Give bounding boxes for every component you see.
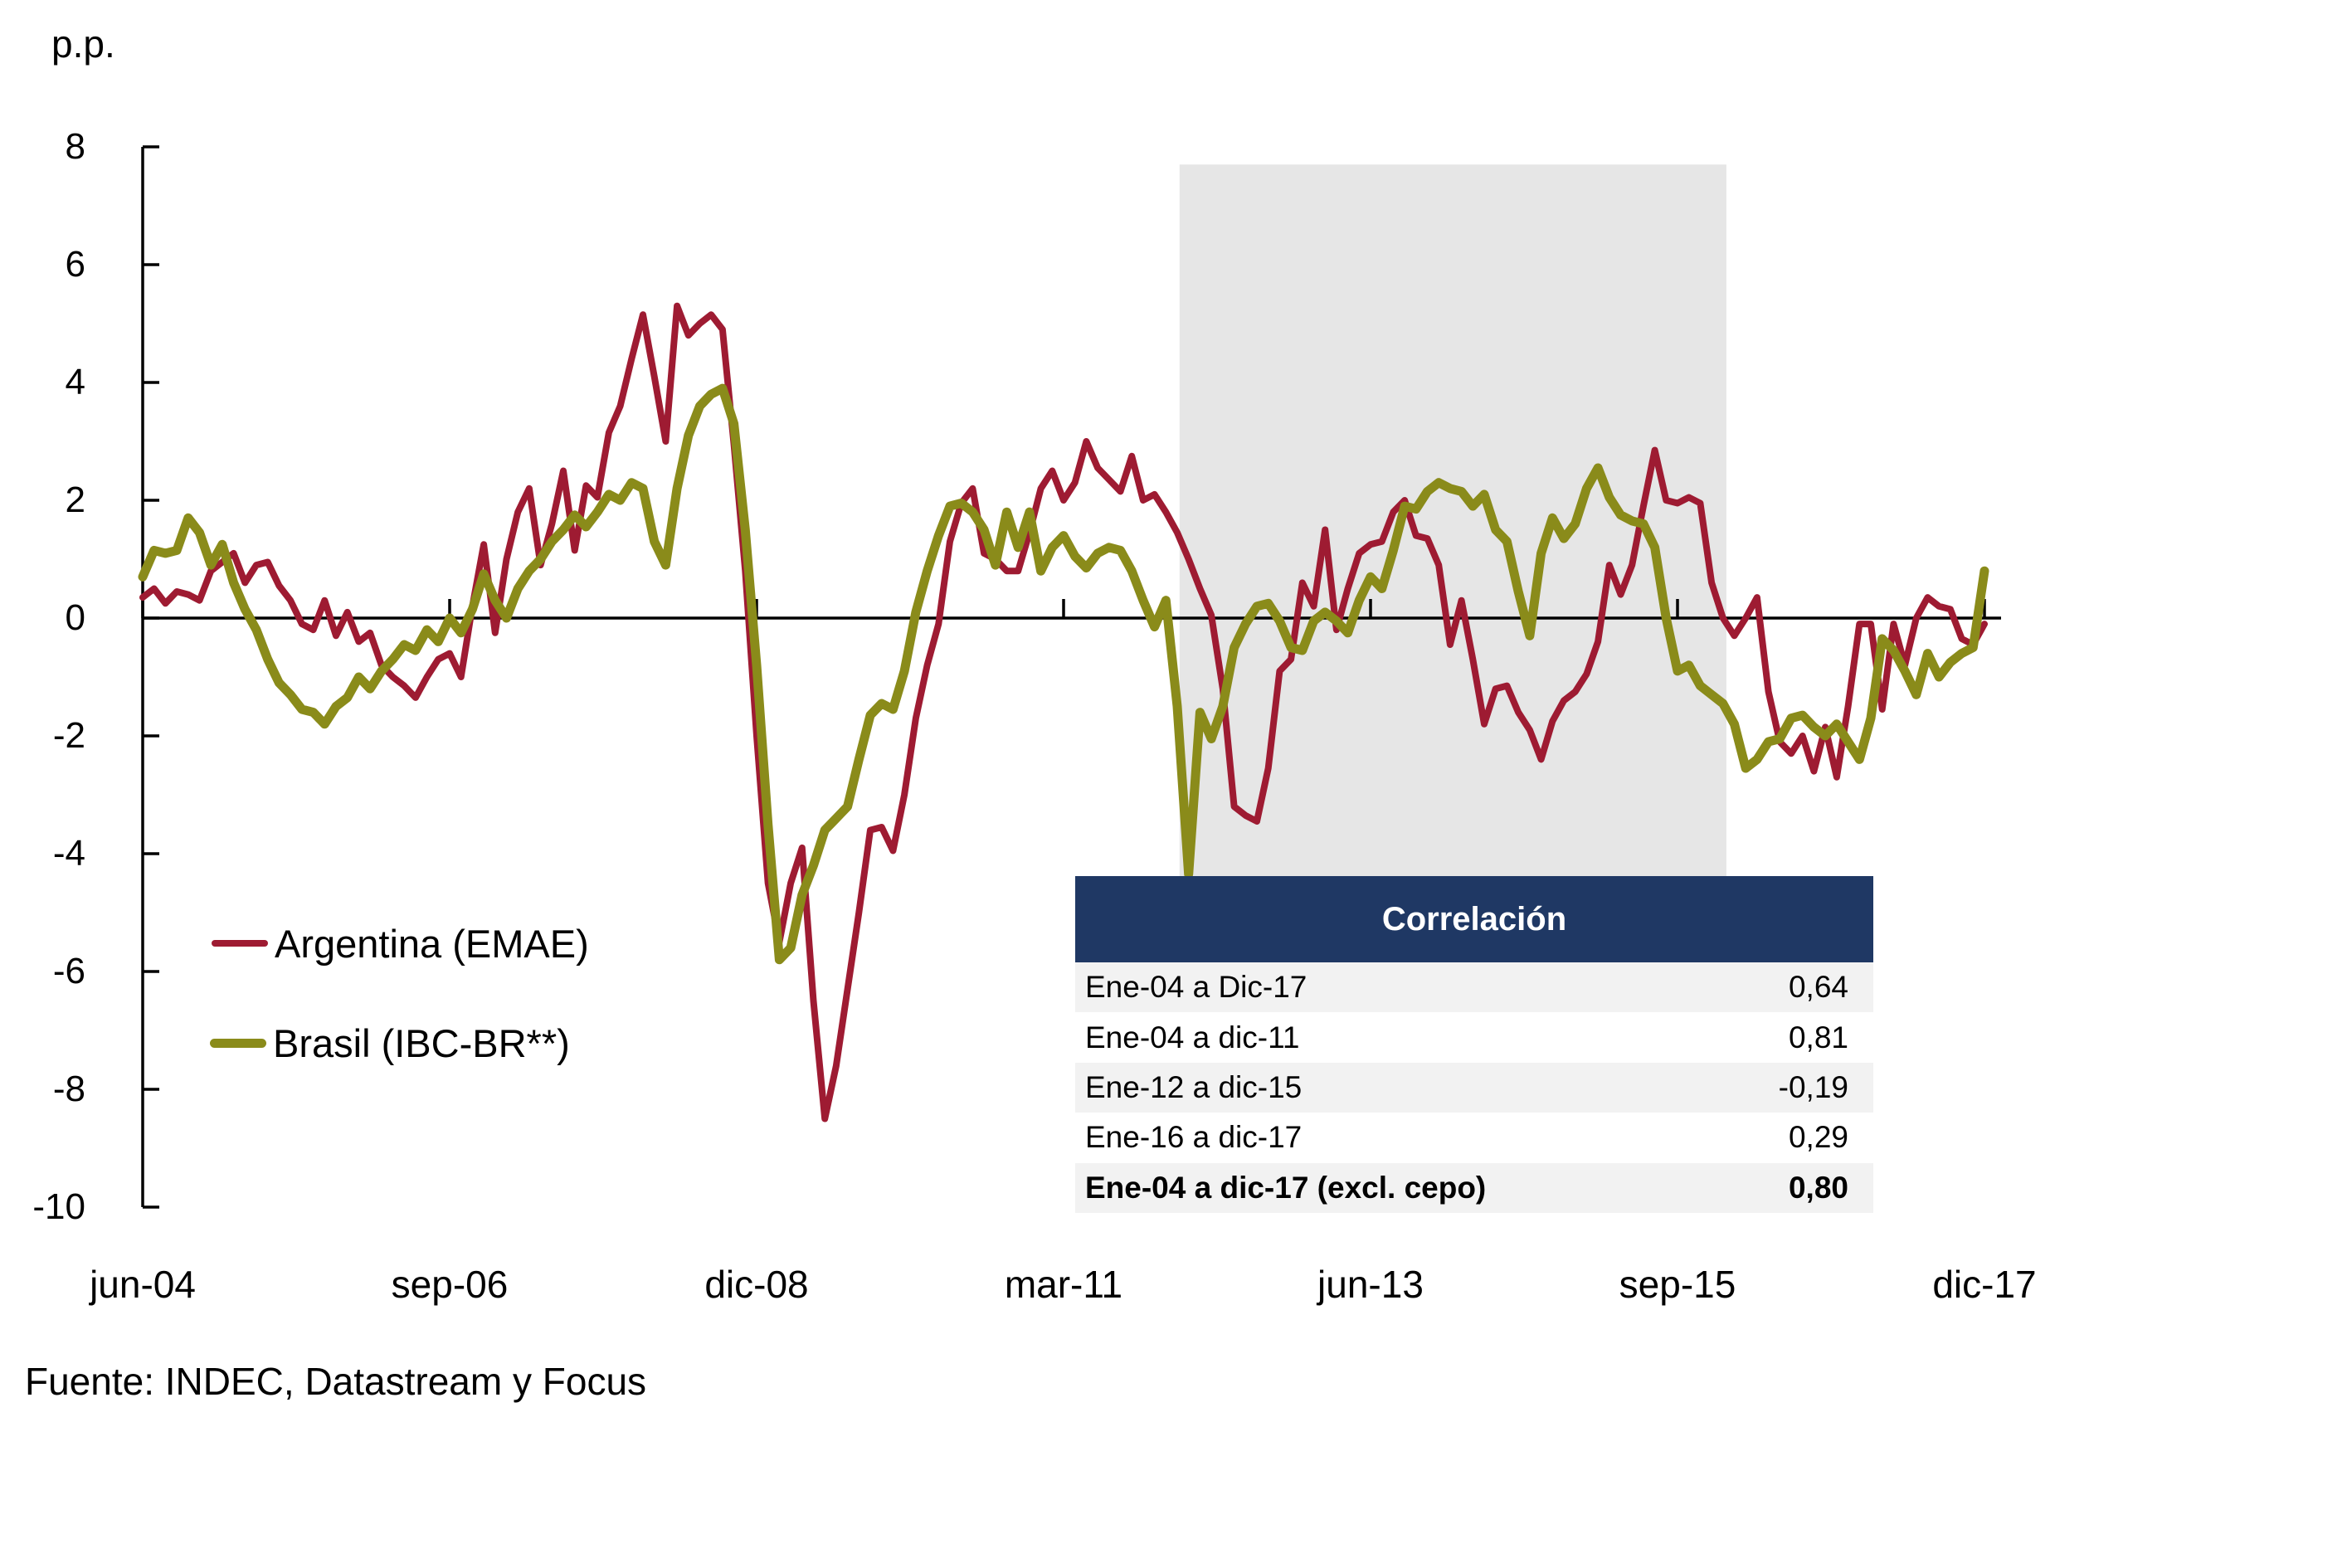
correlation-row: Ene-04 a Dic-17 0,64 [1075,962,1873,1013]
x-tick-label: sep-06 [391,1263,509,1306]
x-tick-label: mar-11 [1004,1263,1123,1306]
y-tick-label: 2 [65,480,85,520]
y-tick-label: -4 [52,833,85,874]
correlation-row-value: 0,29 [1788,1120,1848,1155]
correlation-row-label: Ene-12 a dic-15 [1085,1069,1303,1104]
correlation-row: Ene-04 a dic-17 (excl. cepo) 0,80 [1075,1162,1873,1213]
correlation-row-value: 0,80 [1788,1170,1848,1205]
x-tick-label: dic-17 [1932,1263,2037,1306]
brasil-line [138,383,1989,965]
correlation-row-label: Ene-04 a dic-17 (excl. cepo) [1085,1170,1487,1205]
correlation-row-label: Ene-04 a dic-11 [1085,1020,1300,1054]
argentina-legend-swatch [212,940,268,947]
x-tick-label: jun-04 [90,1263,196,1306]
correlation-table-rows: Ene-04 a Dic-17 0,64 Ene-04 a dic-11 0,81 En… [1075,962,1873,1213]
brasil-legend-label: Brasil (IBC-BR**) [273,1020,570,1065]
legend-item-brasil: Brasil (IBC-BR**) [210,1018,570,1068]
brasil-legend-swatch [210,1038,266,1048]
correlation-row-label: Ene-16 a dic-17 [1085,1120,1303,1155]
correlation-table-header: Correlación [1075,876,1873,962]
correlation-table: Correlación Ene-04 a Dic-17 0,64 Ene-04 a … [1075,876,1873,1213]
correlation-row: Ene-12 a dic-15 -0,19 [1075,1062,1873,1113]
y-tick-label: 6 [65,244,85,285]
y-tick-label: 4 [65,362,85,402]
x-tick-label: dic-08 [704,1263,809,1306]
argentina-line [139,302,1988,1122]
y-axis [141,145,159,1209]
correlation-row: Ene-04 a dic-11 0,81 [1075,1012,1873,1063]
correlation-row-value: -0,19 [1778,1069,1848,1104]
y-tick-label: 0 [65,597,85,638]
y-tick-label: -6 [52,951,85,991]
correlation-row-value: 0,64 [1788,970,1848,1005]
y-tick-label: 8 [65,126,85,167]
y-tick-label: -10 [32,1186,85,1227]
argentina-legend-label: Argentina (EMAE) [275,921,589,966]
x-tick-label: sep-15 [1619,1263,1736,1306]
source-note: Fuente: INDEC, Datastream y Focus [25,1360,647,1403]
correlation-row-label: Ene-04 a Dic-17 [1085,970,1307,1005]
legend-item-argentina: Argentina (EMAE) [212,918,589,968]
correlation-row: Ene-16 a dic-17 0,29 [1075,1113,1873,1163]
x-tick-label: jun-13 [1317,1263,1424,1306]
y-tick-label: -8 [52,1069,85,1109]
y-tick-label: -2 [52,715,85,756]
y-axis-title: p.p. [51,22,115,66]
correlation-row-value: 0,81 [1788,1020,1848,1054]
